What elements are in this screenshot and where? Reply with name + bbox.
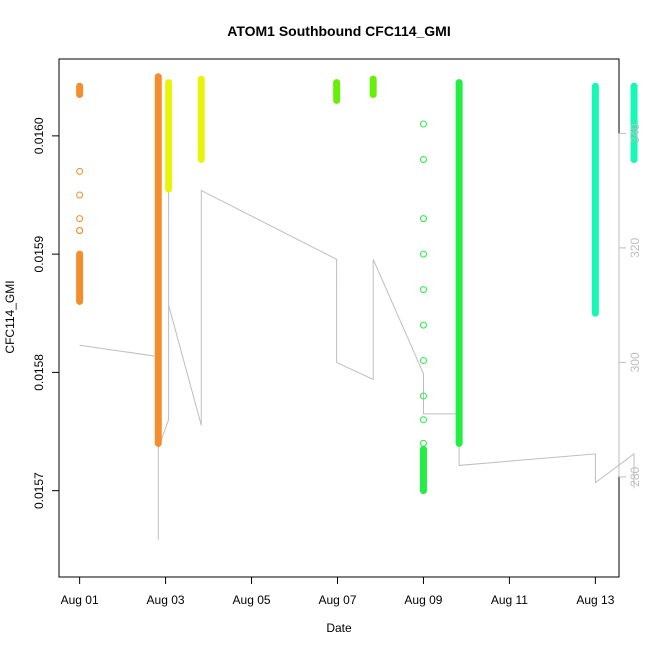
series-3 xyxy=(419,79,463,495)
data-point xyxy=(419,321,427,329)
data-point xyxy=(419,392,427,400)
data-point xyxy=(76,191,84,199)
series-0 xyxy=(76,73,162,447)
series-1 xyxy=(165,75,205,193)
secondary-series-line xyxy=(79,144,635,540)
x-tick-label: Aug 11 xyxy=(491,593,528,607)
x-tick-label: Aug 07 xyxy=(318,593,356,607)
data-point xyxy=(419,357,427,365)
y-tick-label: 0.0160 xyxy=(32,117,46,154)
primary-series-layer xyxy=(76,73,638,495)
x-tick-label: Aug 09 xyxy=(404,593,442,607)
data-point xyxy=(419,120,427,128)
plot-frame xyxy=(58,58,620,578)
data-point xyxy=(419,215,427,223)
y2-tick-label: 320 xyxy=(628,238,642,258)
secondary-series-layer xyxy=(79,144,635,540)
data-point xyxy=(419,250,427,258)
data-point xyxy=(419,286,427,294)
x-tick-label: Aug 13 xyxy=(576,593,614,607)
data-point xyxy=(419,416,427,424)
y2-tick-label: 300 xyxy=(628,352,642,372)
y-axis-label: CFC114_GMI xyxy=(3,280,17,353)
chart-title: ATOM1 Southbound CFC114_GMI xyxy=(227,23,451,39)
y-tick-label: 0.0159 xyxy=(32,235,46,272)
y-tick-label: 0.0157 xyxy=(32,472,46,509)
data-point xyxy=(76,167,84,175)
x-axis-label: Date xyxy=(326,621,352,635)
y-axis: 0.0157 0.0158 0.0159 0.0160 xyxy=(32,117,60,509)
y2-tick-label: 280 xyxy=(628,467,642,487)
series-2 xyxy=(333,75,377,104)
x-tick-label: Aug 03 xyxy=(147,593,185,607)
x-tick-label: Aug 05 xyxy=(233,593,271,607)
data-point xyxy=(76,226,84,234)
y2-axis: 280 300 320 340 xyxy=(618,123,642,487)
data-point xyxy=(419,156,427,164)
y-tick-label: 0.0158 xyxy=(32,354,46,391)
series-4 xyxy=(591,82,638,317)
x-tick-label: Aug 01 xyxy=(61,593,99,607)
x-axis: Aug 01 Aug 03 Aug 05 Aug 07 Aug 09 Aug 11 Aug … xyxy=(61,576,615,607)
data-point xyxy=(419,439,427,447)
y2-tick-label: 340 xyxy=(628,123,642,143)
data-point xyxy=(76,215,84,223)
